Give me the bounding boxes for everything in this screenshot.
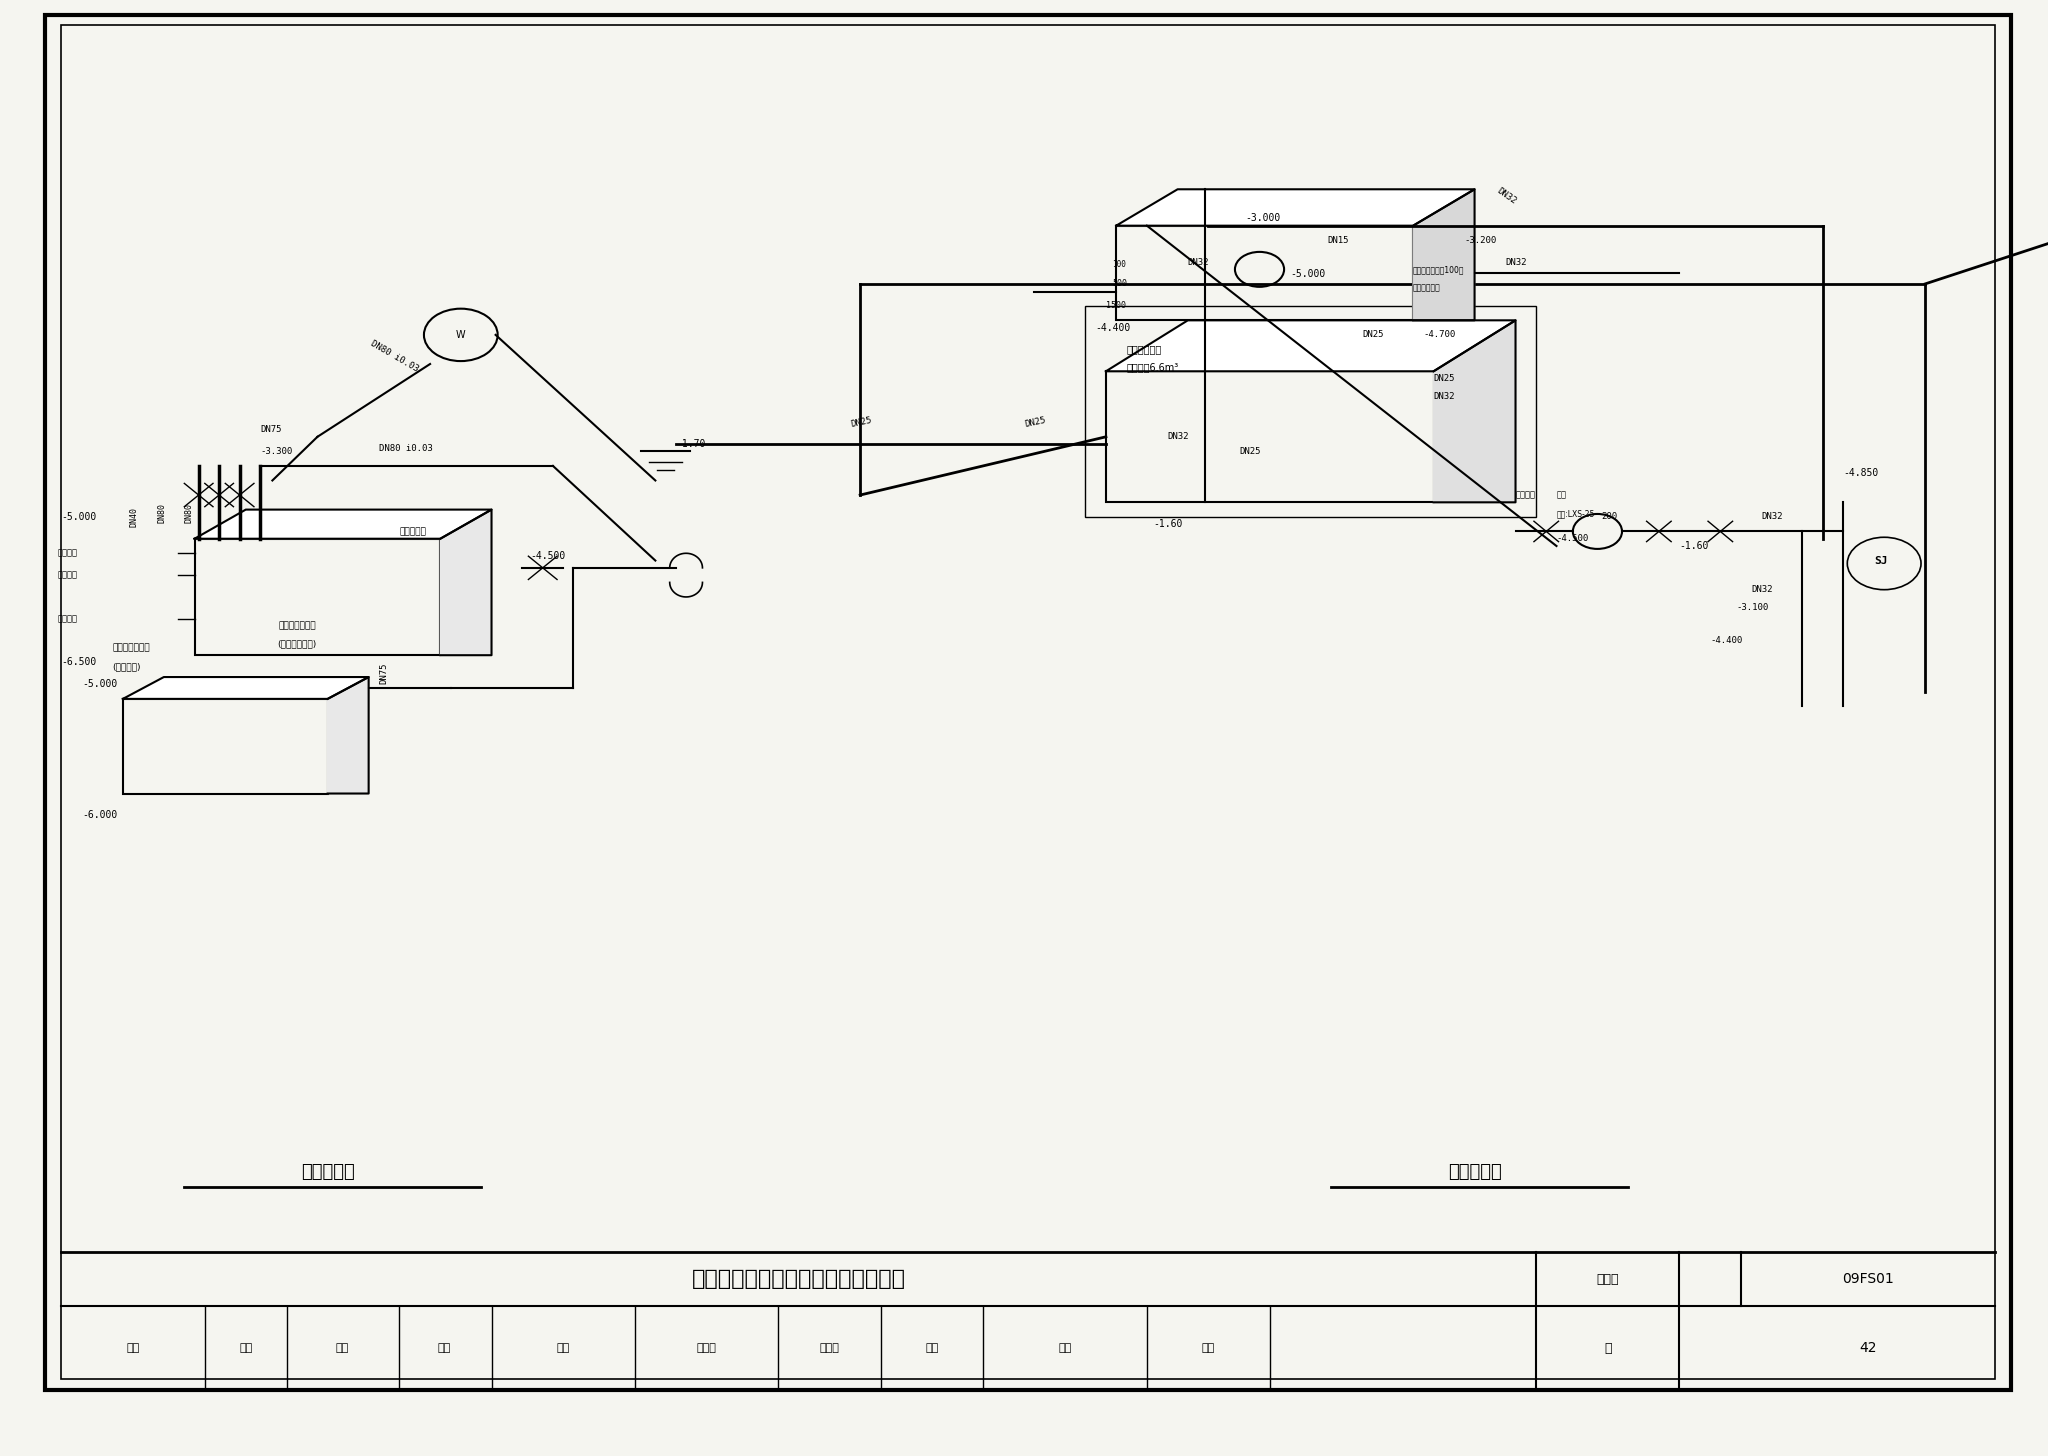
Text: 09FS01: 09FS01 bbox=[1841, 1273, 1894, 1286]
Text: 年鸣: 年鸣 bbox=[438, 1344, 451, 1353]
Text: DN80: DN80 bbox=[158, 502, 166, 523]
Text: DN25: DN25 bbox=[1434, 374, 1454, 383]
Text: -3.100: -3.100 bbox=[1737, 603, 1769, 612]
Text: 水表: 水表 bbox=[1556, 491, 1567, 499]
Text: DN32: DN32 bbox=[1495, 186, 1518, 207]
Text: 杨晶: 杨晶 bbox=[1059, 1344, 1071, 1353]
Text: 型号:LXS-25: 型号:LXS-25 bbox=[1556, 510, 1595, 518]
Text: 年月: 年月 bbox=[336, 1344, 348, 1353]
Text: 图集号: 图集号 bbox=[1597, 1273, 1618, 1286]
Text: 审核: 审核 bbox=[127, 1344, 139, 1353]
Text: -4.500: -4.500 bbox=[1556, 534, 1589, 543]
Text: 甲类人防物资库给排水轴测图（一）: 甲类人防物资库给排水轴测图（一） bbox=[692, 1270, 905, 1289]
Text: 1500: 1500 bbox=[1106, 301, 1126, 310]
Text: SJ: SJ bbox=[1874, 556, 1888, 565]
Text: DN32: DN32 bbox=[1188, 258, 1208, 266]
Polygon shape bbox=[1413, 189, 1475, 320]
Text: 校对: 校对 bbox=[557, 1344, 569, 1353]
Text: -5.000: -5.000 bbox=[61, 513, 96, 521]
Text: -1.60: -1.60 bbox=[1679, 542, 1708, 550]
Text: 停泵水位: 停泵水位 bbox=[57, 614, 78, 623]
Polygon shape bbox=[195, 510, 492, 539]
Text: 报警水位: 报警水位 bbox=[57, 549, 78, 558]
Text: 给水轴测图: 给水轴测图 bbox=[1448, 1163, 1501, 1181]
Text: DN75: DN75 bbox=[260, 425, 281, 434]
Bar bbox=[1116, 226, 1413, 320]
Text: -4.500: -4.500 bbox=[530, 552, 565, 561]
Text: -6.000: -6.000 bbox=[82, 811, 117, 820]
Text: 200: 200 bbox=[1602, 513, 1618, 521]
Text: 启泵水位: 启泵水位 bbox=[57, 571, 78, 579]
Text: DN25: DN25 bbox=[1239, 447, 1260, 456]
Polygon shape bbox=[1106, 320, 1516, 371]
Text: DN32: DN32 bbox=[1167, 432, 1188, 441]
Text: DN25: DN25 bbox=[1362, 331, 1382, 339]
Text: DN25: DN25 bbox=[850, 415, 872, 430]
Text: 临战安装水箱: 临战安装水箱 bbox=[1126, 345, 1161, 354]
Text: 张爱华: 张爱华 bbox=[696, 1344, 717, 1353]
Text: -5.000: -5.000 bbox=[1290, 269, 1325, 278]
Text: -3.000: -3.000 bbox=[1245, 214, 1280, 223]
Polygon shape bbox=[1434, 320, 1516, 502]
Text: 100: 100 bbox=[1112, 261, 1126, 269]
Text: 张爱华: 张爱华 bbox=[819, 1344, 840, 1353]
Text: 有效容积6.6m³: 有效容积6.6m³ bbox=[1126, 363, 1180, 371]
Text: -6.500: -6.500 bbox=[61, 658, 96, 667]
Text: -4.400: -4.400 bbox=[1096, 323, 1130, 332]
Polygon shape bbox=[328, 677, 369, 794]
Text: W: W bbox=[457, 331, 465, 339]
Bar bbox=[1106, 371, 1434, 502]
Bar bbox=[1085, 306, 1536, 517]
Text: 设计: 设计 bbox=[926, 1344, 938, 1353]
Text: 放防尘防虫网: 放防尘防虫网 bbox=[1413, 284, 1442, 293]
Text: 杨晶: 杨晶 bbox=[1202, 1344, 1214, 1353]
Text: DN15: DN15 bbox=[1327, 236, 1348, 245]
Text: -3.200: -3.200 bbox=[1464, 236, 1497, 245]
Text: DN25: DN25 bbox=[1024, 415, 1047, 430]
Text: 防护阀门: 防护阀门 bbox=[1516, 491, 1536, 499]
Text: -4.700: -4.700 bbox=[1423, 331, 1456, 339]
Text: 500: 500 bbox=[1112, 280, 1126, 288]
Text: DN32: DN32 bbox=[1751, 585, 1772, 594]
Text: -4.400: -4.400 bbox=[1710, 636, 1743, 645]
Bar bbox=[195, 539, 440, 655]
Text: -1.60: -1.60 bbox=[1153, 520, 1182, 529]
Text: DN32: DN32 bbox=[1505, 258, 1526, 266]
Text: 洗涮污水集水坑: 洗涮污水集水坑 bbox=[113, 644, 150, 652]
Text: DN32: DN32 bbox=[1761, 513, 1782, 521]
Text: 洗涮污水集水坑: 洗涮污水集水坑 bbox=[279, 622, 315, 630]
Text: DN80 i0.03: DN80 i0.03 bbox=[379, 444, 432, 453]
Polygon shape bbox=[123, 677, 369, 699]
Text: DN75: DN75 bbox=[379, 662, 387, 684]
Bar bbox=[123, 699, 328, 794]
Text: 42: 42 bbox=[1860, 1341, 1876, 1356]
Text: DN80 i0.03: DN80 i0.03 bbox=[369, 339, 420, 374]
Text: 排水轴测图: 排水轴测图 bbox=[301, 1163, 354, 1181]
Text: -3.300: -3.300 bbox=[260, 447, 293, 456]
Text: DN32: DN32 bbox=[1434, 392, 1454, 400]
Polygon shape bbox=[1116, 189, 1475, 226]
Text: (平时兼蓄水坑): (平时兼蓄水坑) bbox=[276, 639, 317, 648]
Text: -1.70: -1.70 bbox=[676, 440, 705, 448]
Text: (通风口旁): (通风口旁) bbox=[113, 662, 141, 671]
Text: 金鹏: 金鹏 bbox=[240, 1344, 252, 1353]
Text: 靠至排水沟上方100处: 靠至排水沟上方100处 bbox=[1413, 265, 1464, 274]
Polygon shape bbox=[440, 510, 492, 655]
Text: 页: 页 bbox=[1604, 1342, 1612, 1354]
Text: -5.000: -5.000 bbox=[82, 680, 117, 689]
Text: DN80: DN80 bbox=[184, 502, 193, 523]
Text: -4.850: -4.850 bbox=[1843, 469, 1878, 478]
Text: 车库截面沟: 车库截面沟 bbox=[399, 527, 426, 536]
Text: DN40: DN40 bbox=[129, 507, 137, 527]
